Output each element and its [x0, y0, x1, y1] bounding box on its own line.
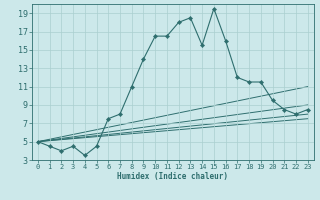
- X-axis label: Humidex (Indice chaleur): Humidex (Indice chaleur): [117, 172, 228, 181]
